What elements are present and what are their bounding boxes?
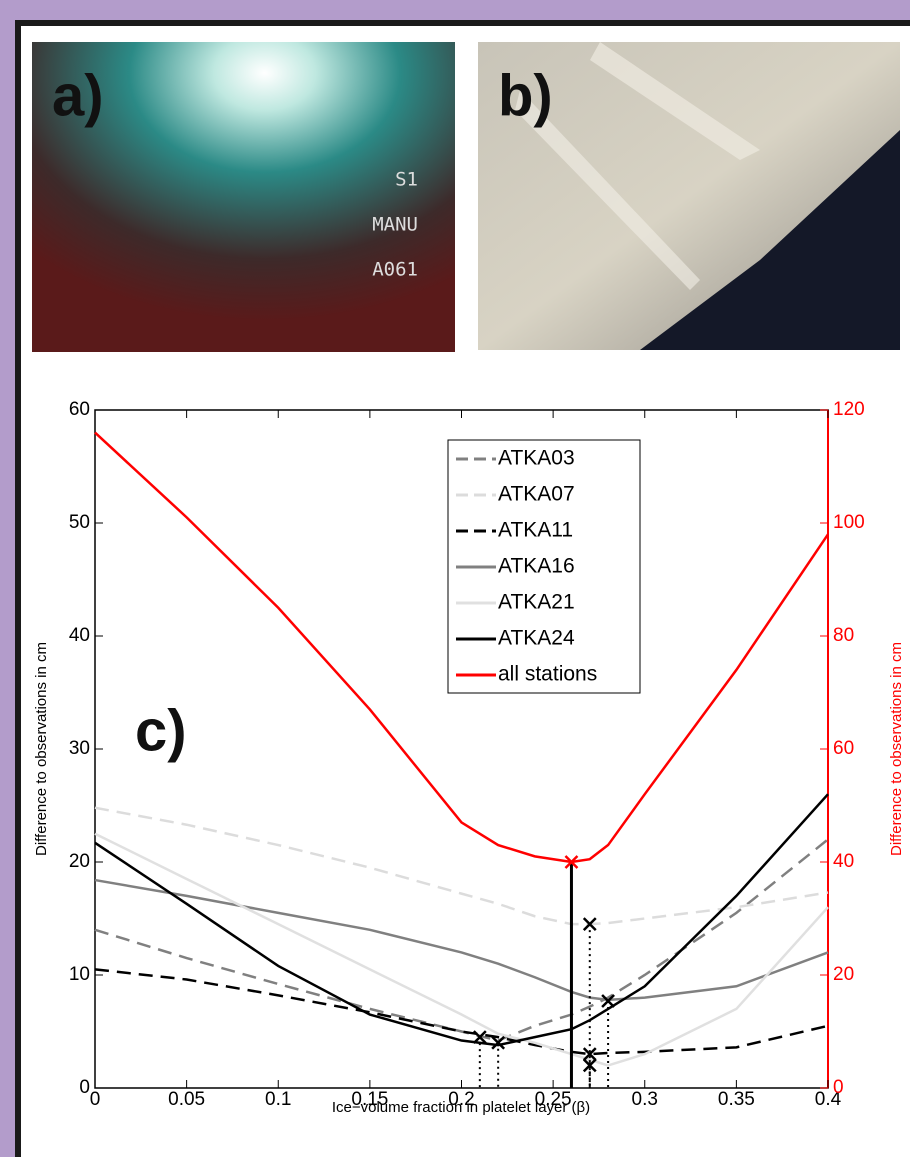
panel-label: c) — [135, 698, 187, 763]
y-tick-label: 20 — [69, 851, 90, 872]
y-axis-label: Difference to observations in cm — [33, 642, 50, 856]
x-tick-label: 0.35 — [718, 1089, 755, 1110]
legend-label: ATKA24 — [498, 627, 575, 650]
y2-tick-label: 80 — [833, 625, 854, 646]
y-tick-label: 30 — [69, 738, 90, 759]
x-tick-label: 0.05 — [168, 1089, 205, 1110]
y2-tick-label: 120 — [833, 399, 865, 420]
y2-tick-label: 100 — [833, 512, 865, 533]
x-tick-label: 0 — [90, 1089, 101, 1110]
legend-label: all stations — [498, 663, 597, 686]
y-tick-label: 10 — [69, 964, 90, 985]
legend-label: ATKA03 — [498, 447, 575, 470]
x-tick-label: 0.1 — [265, 1089, 291, 1110]
y2-tick-label: 20 — [833, 964, 854, 985]
y-tick-label: 40 — [69, 625, 90, 646]
panel-label: a) — [52, 63, 104, 128]
y2-axis-label: Difference to observations in cm — [888, 642, 905, 856]
legend-label: ATKA21 — [498, 591, 575, 614]
y-tick-label: 60 — [69, 399, 90, 420]
figure: a) b) S1 MANU A061 c) Ice−volume fractio… — [0, 0, 910, 1157]
y-tick-label: 50 — [69, 512, 90, 533]
legend-label: ATKA11 — [498, 519, 573, 542]
photo-overlay: S1 — [395, 169, 418, 191]
x-tick-label: 0.25 — [535, 1089, 572, 1110]
photo-overlay: A061 — [372, 259, 418, 281]
x-tick-label: 0.3 — [632, 1089, 658, 1110]
y2-tick-label: 60 — [833, 738, 854, 759]
legend-label: ATKA16 — [498, 555, 575, 578]
x-tick-label: 0.2 — [448, 1089, 474, 1110]
page: a) b) S1 MANU A061 c) Ice−volume fractio… — [0, 0, 910, 1157]
legend-label: ATKA07 — [498, 483, 575, 506]
photo-overlay: MANU — [372, 214, 418, 236]
panel-label: b) — [498, 63, 553, 128]
x-tick-label: 0.15 — [351, 1089, 388, 1110]
y2-tick-label: 40 — [833, 851, 854, 872]
y-tick-label: 0 — [79, 1077, 90, 1098]
y2-tick-label: 0 — [833, 1077, 844, 1098]
